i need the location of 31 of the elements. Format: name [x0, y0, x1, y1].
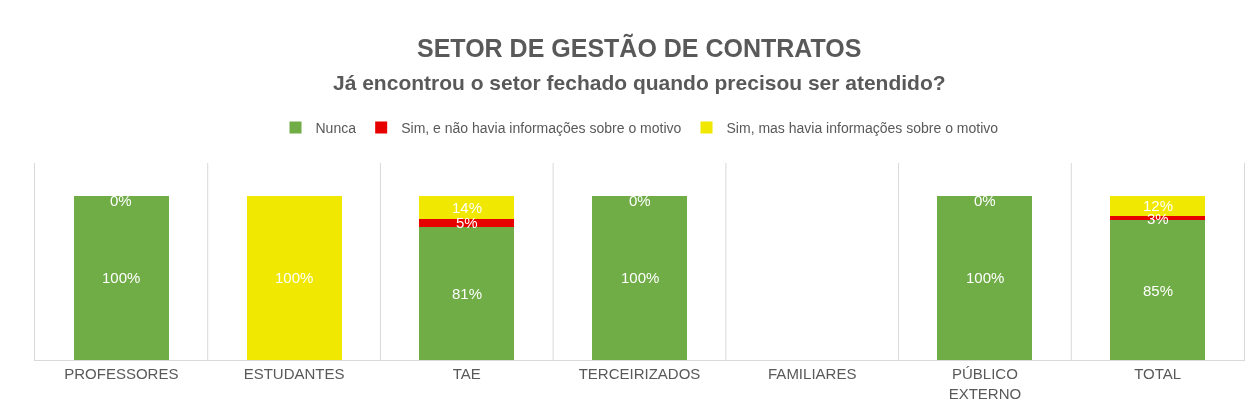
- data-label: 14%: [452, 199, 483, 216]
- x-tick-label: TOTAL: [1134, 365, 1182, 382]
- legend-label: Nunca: [315, 120, 357, 137]
- x-tick-label: PÚBLICO EXTERNO: [948, 365, 1022, 402]
- x-tick-label: PROFESSORES: [64, 365, 179, 382]
- x-tick-label: FAMILIARES: [768, 365, 857, 382]
- x-tick-label: ESTUDANTES: [243, 365, 345, 382]
- data-label: 0%: [974, 192, 996, 209]
- bar: [592, 195, 687, 360]
- legend-label: Sim, mas havia informações sobre o motivo: [726, 120, 999, 137]
- data-label: 5%: [456, 214, 478, 231]
- data-label: 0%: [629, 192, 651, 209]
- data-label: 85%: [1143, 282, 1174, 299]
- bar: [73, 195, 169, 360]
- bar: [246, 195, 342, 360]
- bar: [1110, 195, 1206, 216]
- data-label: 100%: [102, 269, 141, 286]
- data-label: 100%: [621, 269, 660, 286]
- data-label: 12%: [1143, 197, 1174, 214]
- bar: [419, 195, 515, 219]
- chart-subtitle: Já encontrou o setor fechado quando precisou ser atendido?: [333, 71, 946, 94]
- legend-label: Sim, e não havia informações sobre o motivo: [401, 120, 682, 137]
- chart-title: SETOR DE GESTÃO DE CONTRATOS: [417, 33, 862, 62]
- data-label: 100%: [275, 269, 314, 286]
- bar: [419, 227, 515, 360]
- data-label: 81%: [452, 285, 483, 302]
- bar: [937, 195, 1033, 360]
- x-tick-label: TAE: [452, 365, 481, 382]
- data-label: 0%: [110, 192, 132, 209]
- data-label: 100%: [966, 269, 1005, 286]
- x-tick-label: TERCEIRIZADOS: [578, 365, 701, 382]
